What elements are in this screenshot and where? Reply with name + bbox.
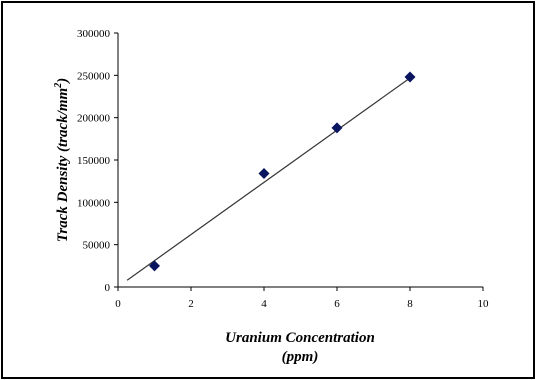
trendline bbox=[126, 74, 414, 281]
data-point-marker bbox=[149, 260, 160, 272]
x-tick-label: 4 bbox=[261, 298, 267, 310]
y-tick-label: 100000 bbox=[77, 197, 111, 209]
x-tick-label: 2 bbox=[188, 298, 194, 310]
y-tick-label: 150000 bbox=[77, 155, 111, 167]
x-axis-title-line1: Uranium Concentration bbox=[225, 330, 375, 346]
y-tick-label: 300000 bbox=[77, 28, 111, 40]
y-axis-title: Track Density (track/mm2) bbox=[53, 78, 71, 242]
data-point-marker bbox=[404, 71, 416, 83]
x-tick-label: 6 bbox=[334, 298, 340, 310]
x-axis-title-line2: (ppm) bbox=[282, 349, 319, 365]
data-points bbox=[149, 71, 416, 272]
y-tick-labels: 0 50000 100000 150000 200000 250000 300000 bbox=[77, 28, 111, 294]
x-tick-label: 0 bbox=[115, 298, 121, 310]
y-tick-label: 50000 bbox=[83, 240, 111, 252]
data-point-marker bbox=[331, 122, 343, 134]
x-tick-labels: 0 2 4 6 8 10 bbox=[115, 298, 489, 310]
x-tick-label: 8 bbox=[407, 298, 413, 310]
y-tick-label: 250000 bbox=[77, 70, 111, 82]
y-tick-label: 0 bbox=[105, 282, 111, 294]
y-axis-title-main: Track Density (track/mm bbox=[55, 88, 71, 242]
y-tick-label: 200000 bbox=[77, 113, 111, 125]
data-point-marker bbox=[258, 168, 270, 180]
x-tick-label: 10 bbox=[478, 298, 490, 310]
y-axis-title-superscript: 2 bbox=[53, 83, 64, 89]
trendline-layer bbox=[126, 74, 414, 281]
y-axis-title-end: ) bbox=[55, 78, 71, 85]
axes bbox=[114, 32, 484, 291]
